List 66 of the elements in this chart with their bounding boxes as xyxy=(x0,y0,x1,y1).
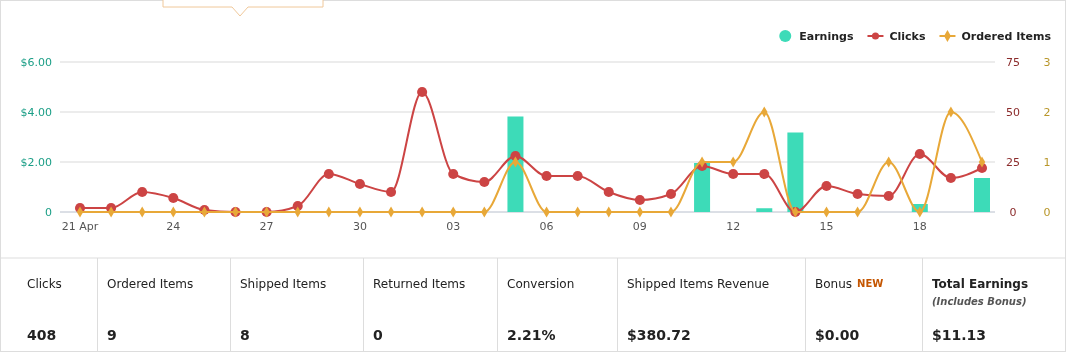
point xyxy=(572,170,583,182)
x-tick-label: 30 xyxy=(352,220,367,233)
point xyxy=(541,170,552,182)
x-tick-label: 24 xyxy=(166,220,181,233)
x-tick-label: 03 xyxy=(446,220,461,233)
y2-tick-label: 50 xyxy=(1006,105,1020,119)
y-tick-label: $4.00 xyxy=(20,105,52,119)
point xyxy=(634,194,645,206)
x-tick-label: 21 Apr xyxy=(61,220,99,233)
point xyxy=(945,172,956,184)
legend-label: Clicks xyxy=(889,29,926,43)
text: NEW xyxy=(857,278,884,289)
x-tick-label: 18 xyxy=(912,220,927,233)
y2-tick-label: 0 xyxy=(1009,205,1017,219)
x-tick-label: 12 xyxy=(726,220,741,233)
x-tick-label: 27 xyxy=(259,220,274,233)
category-label: Clicks xyxy=(27,277,62,291)
text: $0.00 xyxy=(815,327,860,343)
category-label: Bonus xyxy=(815,277,853,291)
category-label: Returned Items xyxy=(373,277,466,291)
text: 9 xyxy=(107,327,117,343)
category-label: Shipped Items xyxy=(240,277,327,291)
category-label: Ordered Items xyxy=(107,277,194,291)
point xyxy=(137,186,148,198)
text: 8 xyxy=(240,327,250,343)
bar xyxy=(787,132,804,212)
point xyxy=(168,192,179,204)
point xyxy=(417,86,428,98)
y3-tick-label: 2 xyxy=(1043,105,1051,119)
point xyxy=(603,186,614,198)
y-tick-label: $6.00 xyxy=(20,55,52,69)
point xyxy=(914,148,925,160)
point xyxy=(385,186,397,198)
point xyxy=(852,188,863,200)
text: 408 xyxy=(27,327,57,343)
point xyxy=(448,168,459,180)
x-tick-label: 09 xyxy=(632,220,647,233)
point xyxy=(728,168,739,180)
x-tick-label: 06 xyxy=(539,220,554,233)
legend-label: Earnings xyxy=(799,29,854,43)
legend-label: Ordered Items xyxy=(961,29,1052,43)
text: $380.72 xyxy=(627,327,691,343)
y2-tick-label: 25 xyxy=(1006,155,1020,169)
text: 2.21% xyxy=(507,327,556,343)
point xyxy=(354,178,365,190)
bar xyxy=(974,178,990,212)
point xyxy=(665,188,677,200)
point xyxy=(821,180,832,192)
bar xyxy=(756,208,773,212)
point xyxy=(479,176,490,188)
y3-tick-label: 1 xyxy=(1043,155,1051,169)
y3-tick-label: 3 xyxy=(1043,55,1051,69)
x-tick-label: 15 xyxy=(819,220,834,233)
point xyxy=(759,168,770,180)
y-tick-label: 0 xyxy=(45,205,52,219)
text: (Includes Bonus) xyxy=(932,296,1027,307)
point xyxy=(323,168,334,180)
category-label: Shipped Items Revenue xyxy=(627,277,770,291)
y-tick-label: $2.00 xyxy=(20,155,52,169)
point xyxy=(883,190,894,202)
text: 0 xyxy=(373,327,383,343)
text: $11.13 xyxy=(932,327,987,343)
y2-tick-label: 75 xyxy=(1006,55,1020,69)
y3-tick-label: 0 xyxy=(1043,205,1051,219)
category-label: Conversion xyxy=(507,277,575,291)
category-label: Total Earnings xyxy=(932,277,1029,291)
